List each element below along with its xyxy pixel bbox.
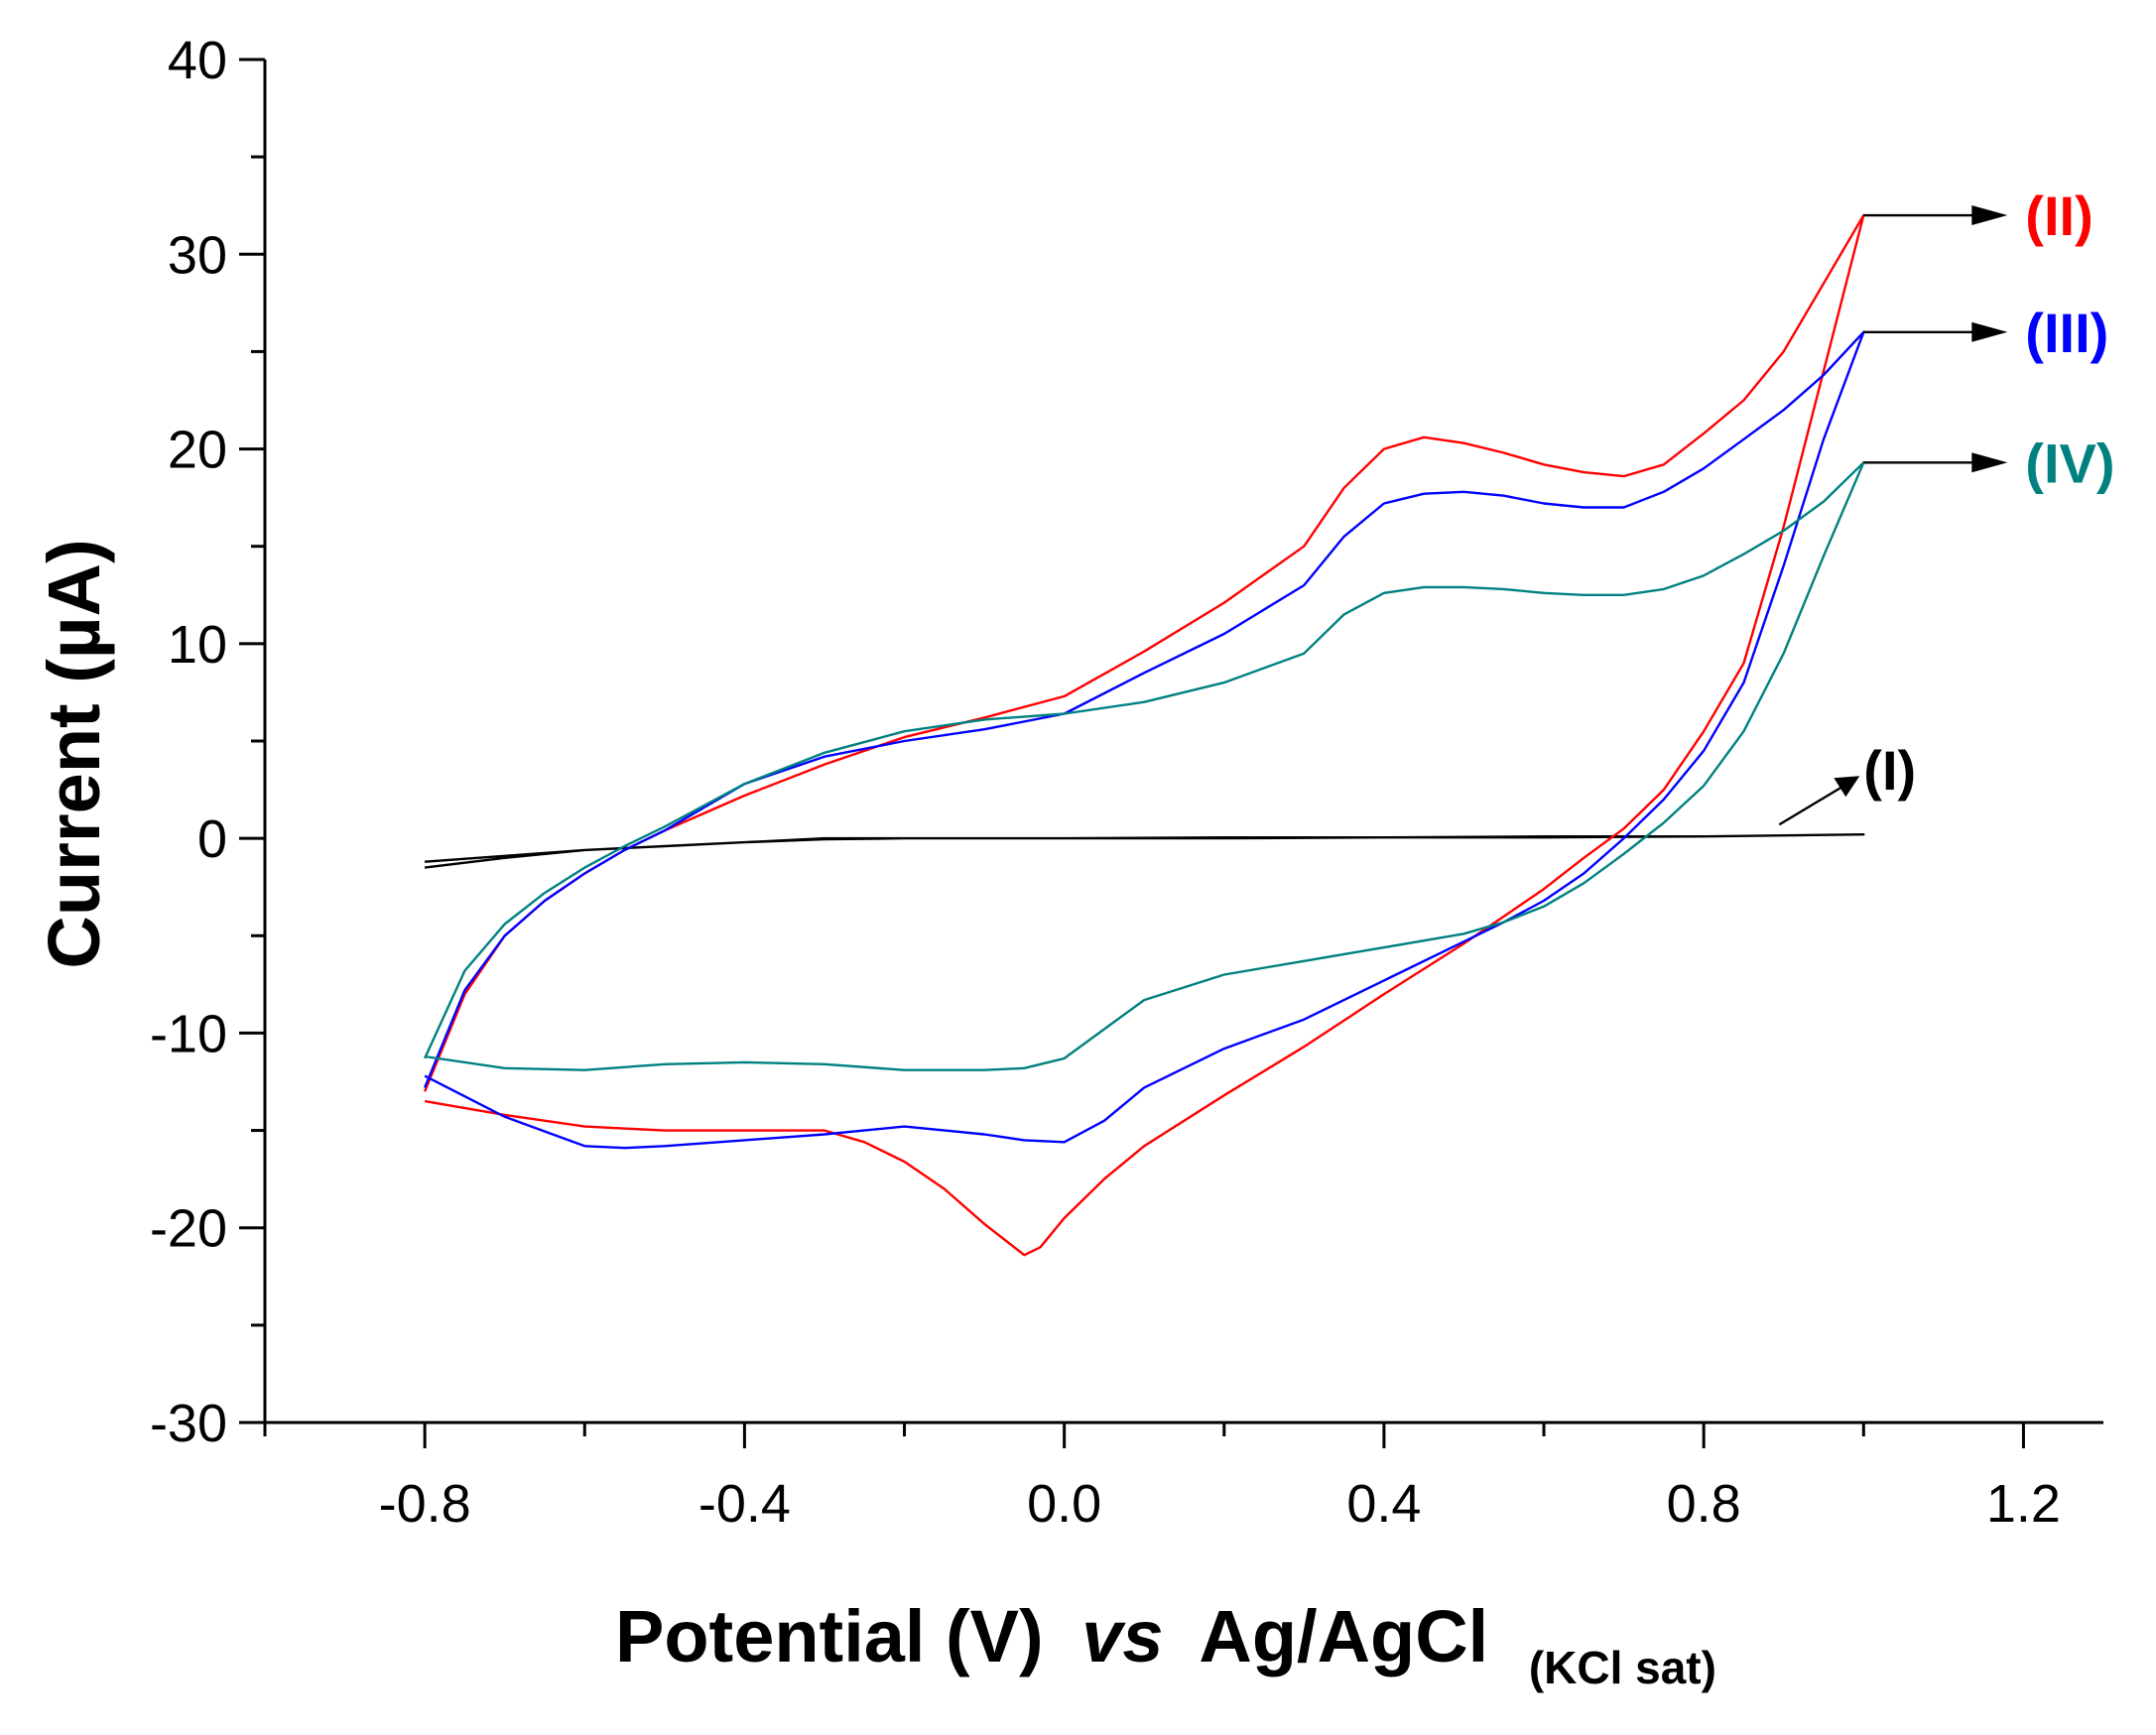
x-tick-label: 0.0 — [1027, 1474, 1101, 1534]
series-line-i — [424, 833, 1865, 869]
y-tick-label: 30 — [168, 225, 227, 285]
series-label-ii: (II) — [2025, 185, 2093, 247]
label-arrowhead-i — [1834, 776, 1860, 798]
axes: -30 -20 -10 0 10 20 30 40 -0.8 -0.4 0.0 0.4 0.8 1.2 — [150, 31, 2103, 1534]
y-tick-label: 20 — [168, 421, 227, 480]
x-tick-label: 0.8 — [1667, 1474, 1741, 1534]
series-label-iii: (III) — [2025, 302, 2108, 364]
x-tick-label: -0.4 — [698, 1474, 791, 1534]
label-arrowhead-iv — [1971, 452, 2008, 473]
y-tick-label: -30 — [150, 1394, 227, 1453]
series-line-ii — [423, 213, 1865, 1257]
series-line-iv — [424, 461, 1865, 1071]
x-axis-title-italic: vs — [1081, 1595, 1163, 1677]
y-tick-label: 0 — [197, 809, 227, 869]
series-label-iv: (IV) — [2025, 432, 2114, 494]
y-tick-label: 10 — [168, 615, 227, 675]
series-labels: (I) (II) (III) (IV) — [1778, 185, 2115, 826]
label-arrowhead-iii — [1971, 321, 2008, 342]
y-tick-label: -10 — [150, 1004, 227, 1063]
series-line-iii — [423, 330, 1865, 1150]
x-axis-title-main: Potential (V) — [615, 1595, 1044, 1677]
label-arrowhead-ii — [1971, 205, 2008, 226]
x-tick-label: 0.4 — [1346, 1474, 1421, 1534]
series-label-i: (I) — [1863, 739, 1916, 802]
x-tick-label: -0.8 — [379, 1474, 471, 1534]
x-axis-title-subscript: (KCl sat) — [1529, 1642, 1716, 1693]
y-axis-title: Current (µA) — [33, 539, 115, 968]
y-tick-label: -20 — [150, 1199, 227, 1259]
x-axis-title-ref: Ag/AgCl — [1199, 1595, 1488, 1677]
x-axis-title: Potential (V) vs Ag/AgCl (KCl sat) — [615, 1595, 1716, 1693]
y-tick-label: 40 — [168, 31, 227, 90]
x-tick-label: 1.2 — [1986, 1474, 2061, 1534]
series-group — [423, 213, 1865, 1257]
